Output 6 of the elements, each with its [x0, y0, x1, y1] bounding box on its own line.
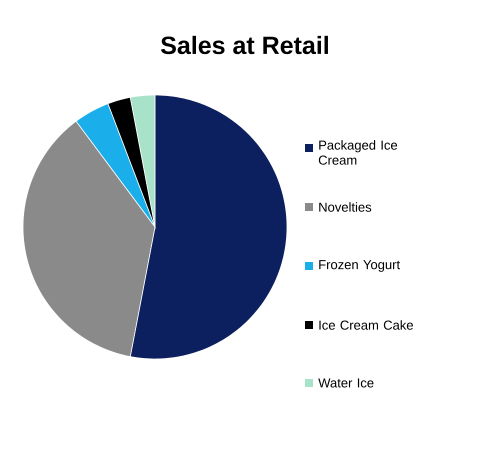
legend-label: Water Ice [318, 378, 374, 388]
legend-label: Frozen Yogurt [319, 260, 400, 272]
legend-label: Novelties [319, 202, 372, 212]
legend-label: Ice Cream Cake [319, 320, 413, 330]
legend-label: Packaged Ice Cream [318, 140, 398, 165]
chart-title: Sales at Retail [160, 36, 328, 54]
